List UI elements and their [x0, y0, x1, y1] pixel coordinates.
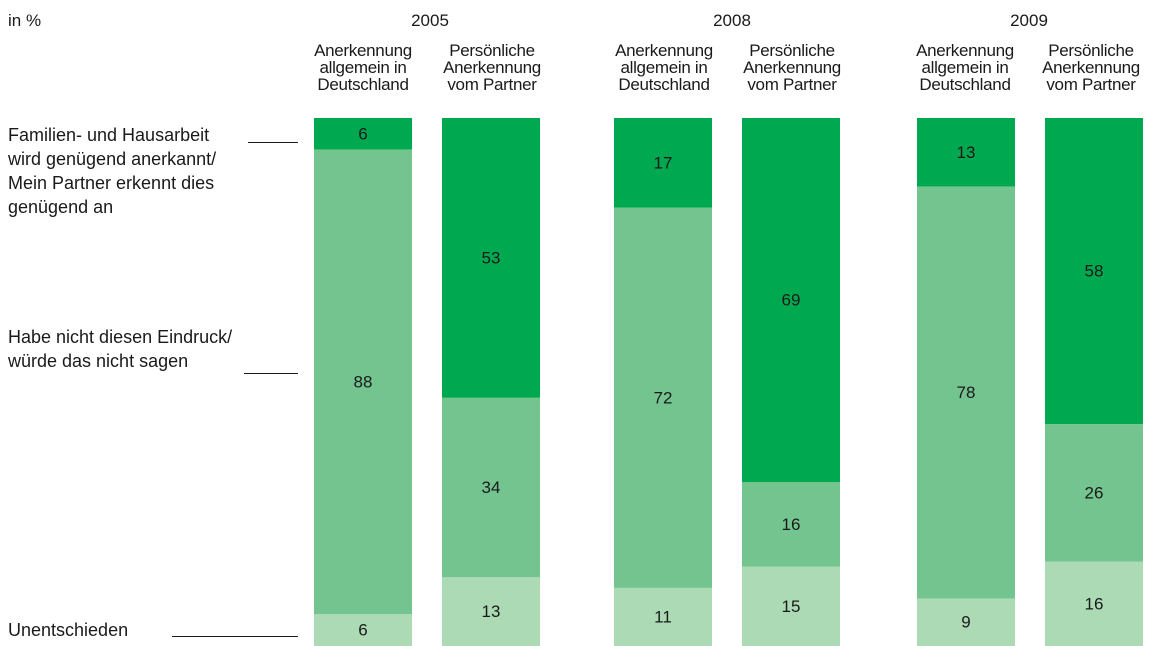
header-line: allgemein in	[620, 58, 708, 77]
value-label-2009-left-agree: 13	[957, 143, 976, 162]
header-line: vom Partner	[747, 75, 837, 94]
legend-label-agree: Familien- und Hausarbeit wird genügend a…	[8, 123, 216, 219]
value-label-2008-left-undecided: 11	[654, 607, 672, 626]
bar-segment-2008-right-undecided	[742, 566, 840, 646]
value-label-2009-right-disagree: 26	[1085, 483, 1104, 502]
header-line: vom Partner	[1046, 75, 1136, 94]
header-line: Anerkennung	[615, 41, 713, 60]
leader-line-disagree	[244, 373, 298, 374]
header-line: vom Partner	[447, 75, 537, 94]
bar-segment-2008-left-undecided	[614, 587, 712, 646]
legend-line: Habe nicht diesen Eindruck/	[8, 327, 233, 347]
header-line: Anerkennung	[743, 58, 841, 77]
bar-segment-2008-left-disagree	[614, 207, 712, 588]
column-header-left-2009: Anerkennung allgemein in Deutschland	[900, 42, 1030, 93]
legend-label-undecided: Unentschieden	[8, 618, 128, 642]
value-label-2008-left-agree: 17	[654, 153, 673, 172]
legend-line: Mein Partner erkennt dies	[8, 173, 215, 193]
value-label-2005-left-undecided: 6	[358, 621, 367, 640]
value-label-2005-left-agree: 6	[358, 124, 367, 143]
bar-segment-2008-right-agree	[742, 118, 840, 483]
bar-segment-2009-left-agree	[917, 118, 1015, 187]
bar-segment-2005-right-disagree	[442, 397, 540, 578]
legend-line: Familien- und Hausarbeit	[8, 125, 210, 145]
leader-line-agree	[248, 142, 298, 143]
header-line: Persönliche	[1048, 41, 1134, 60]
legend-label-disagree: Habe nicht diesen Eindruck/ würde das ni…	[8, 325, 232, 373]
header-line: allgemein in	[921, 58, 1009, 77]
bar-segment-2009-left-disagree	[917, 186, 1015, 599]
value-label-2008-left-disagree: 72	[654, 388, 673, 407]
year-label-2005: 2005	[411, 11, 449, 30]
header-line: Deutschland	[317, 75, 409, 94]
header-line: Anerkennung	[443, 58, 541, 77]
bar-segment-2005-left-agree	[314, 118, 412, 150]
header-line: Persönliche	[449, 41, 535, 60]
column-header-right-2005: Persönliche Anerkennung vom Partner	[427, 42, 557, 93]
value-label-2005-right-disagree: 34	[482, 478, 501, 497]
value-label-2009-left-undecided: 9	[961, 613, 970, 632]
bar-segment-2009-left-undecided	[917, 598, 1015, 646]
year-label-2009: 2009	[1010, 11, 1048, 30]
header-line: Persönliche	[749, 41, 835, 60]
year-label-2008: 2008	[713, 11, 751, 30]
header-line: Anerkennung	[314, 41, 412, 60]
bar-segment-2009-right-undecided	[1045, 561, 1143, 646]
bar-segment-2009-right-disagree	[1045, 424, 1143, 562]
header-line: Deutschland	[919, 75, 1011, 94]
value-label-2008-right-agree: 69	[782, 291, 801, 310]
legend-line: genügend an	[8, 197, 114, 217]
value-label-2005-right-agree: 53	[482, 248, 501, 267]
legend-line: würde das nicht sagen	[8, 351, 189, 371]
legend-line: wird genügend anerkannt/	[8, 149, 217, 169]
legend-line: Unentschieden	[8, 620, 129, 640]
value-label-2009-left-disagree: 78	[957, 383, 976, 402]
bar-segment-2005-left-disagree	[314, 149, 412, 615]
header-line: Anerkennung	[916, 41, 1014, 60]
value-label-2009-right-undecided: 16	[1085, 594, 1104, 613]
bar-segment-2008-left-agree	[614, 118, 712, 208]
header-line: allgemein in	[319, 58, 407, 77]
bar-segment-2008-right-disagree	[742, 482, 840, 567]
value-label-2008-right-undecided: 15	[782, 597, 801, 616]
column-header-left-2008: Anerkennung allgemein in Deutschland	[599, 42, 729, 93]
leader-line-undecided	[172, 636, 298, 637]
value-label-2009-right-agree: 58	[1085, 262, 1104, 281]
column-header-right-2008: Persönliche Anerkennung vom Partner	[727, 42, 857, 93]
value-label-2005-left-disagree: 88	[354, 373, 373, 392]
value-label-2005-right-undecided: 13	[482, 602, 501, 621]
column-header-right-2009: Persönliche Anerkennung vom Partner	[1026, 42, 1153, 93]
bar-segment-2005-right-undecided	[442, 577, 540, 646]
unit-label: in %	[8, 11, 42, 30]
value-label-2008-right-disagree: 16	[782, 515, 801, 534]
bar-segment-2005-left-undecided	[314, 614, 412, 646]
bar-segment-2005-right-agree	[442, 118, 540, 398]
header-line: Anerkennung	[1042, 58, 1140, 77]
bar-segment-2009-right-agree	[1045, 118, 1143, 425]
column-header-left-2005: Anerkennung allgemein in Deutschland	[298, 42, 428, 93]
header-line: Deutschland	[618, 75, 710, 94]
